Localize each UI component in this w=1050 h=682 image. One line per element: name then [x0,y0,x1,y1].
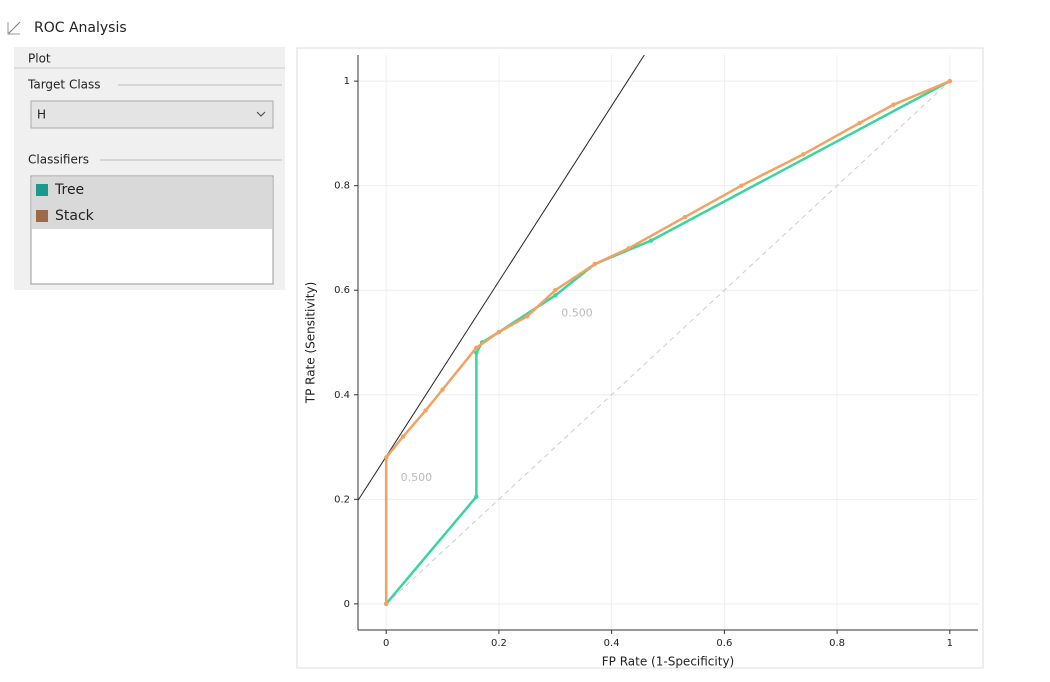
target-class-dropdown[interactable] [30,100,274,129]
window-title: ROC Analysis [34,20,127,36]
annotation: 0.500 [401,471,433,484]
point [682,214,688,220]
point [496,329,502,335]
point [474,345,479,350]
y-tick-label: 0.8 [334,181,350,192]
y-tick-label: 0.6 [334,285,350,296]
selection [32,177,272,229]
title-icon [7,22,20,35]
x-axis-label: FP Rate (1-Specificity) [602,655,734,669]
point [400,434,406,439]
target-class-label: Target Class [27,78,101,92]
x-tick-label: 0.4 [604,638,620,649]
point [891,102,896,107]
point [474,350,479,356]
point [474,494,479,499]
iso-performance-line [358,55,645,501]
point [524,314,530,319]
y-tick-label: 0 [344,599,350,610]
point [440,387,445,392]
point [553,293,558,298]
y-tick-label: 0.4 [334,390,350,401]
x-tick-label: 0.6 [716,638,732,649]
dropdown-value: H [37,108,46,122]
point [648,238,654,243]
point [857,120,862,126]
legend-label[interactable]: Tree [54,182,84,198]
point [553,288,558,293]
x-tick-label: 0.8 [829,638,845,649]
point [626,246,631,251]
point [801,152,806,157]
x-tick-label: 0.2 [491,638,507,649]
x-tick-label: 0 [383,638,389,649]
point [383,455,389,460]
point [423,408,428,413]
point [383,601,389,607]
x-tick-label: 1 [947,638,953,649]
point [947,78,953,84]
y-tick-label: 0.2 [334,494,350,505]
diagonal [385,80,951,605]
point [592,261,597,267]
legend-swatch [36,184,48,196]
y-tick-label: 1 [344,76,350,87]
point [739,183,744,188]
plot-frame [296,47,984,669]
classifiers-label: Classifiers [28,153,89,167]
chevron [256,111,266,117]
legend-label[interactable]: Stack [55,208,95,224]
annotation: 0.500 [561,306,593,319]
y-axis-label: TP Rate (Sensitivity) [304,282,318,405]
legend-swatch [36,210,48,222]
title-icon [7,21,21,35]
section-title: Plot [28,52,51,66]
